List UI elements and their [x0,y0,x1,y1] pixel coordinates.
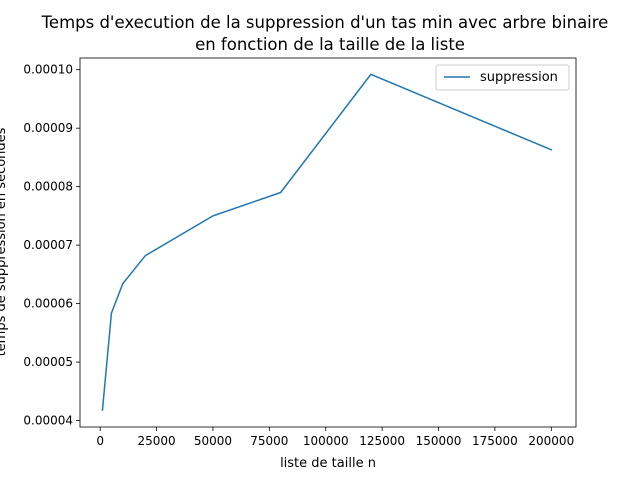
legend: suppression [435,64,570,91]
legend-entry-label: suppression [480,70,558,85]
y-tick-label: 0.00007 [23,238,73,252]
x-tick-label: 50000 [194,434,232,448]
x-tick-label: 150000 [416,434,462,448]
legend-box [435,64,570,91]
x-tick-label: 125000 [359,434,405,448]
x-tick-label: 75000 [250,434,288,448]
y-tick-label: 0.00009 [23,121,73,135]
x-tick-label: 100000 [303,434,349,448]
x-tick-label: 175000 [472,434,518,448]
y-tick-label: 0.00004 [23,414,73,428]
y-tick-label: 0.00010 [23,63,73,77]
y-tick-label: 0.00008 [23,180,73,194]
chart-title: Temps d'execution de la suppression d'un… [41,13,609,32]
y-axis-label: temps de suppression en secondes [0,127,9,356]
y-tick-label: 0.00005 [23,355,73,369]
series-line-suppression [101,73,553,411]
x-tick-label: 0 [96,434,104,448]
plot-area: 0 25000 50000 75000 100000 125000 150000 175000… [23,57,577,448]
x-tick-label: 25000 [137,434,175,448]
y-tick-label: 0.00006 [23,297,73,311]
x-tick-label: 200000 [528,434,574,448]
chart-subtitle: en fonction de la taille de la liste [195,35,465,54]
x-axis-label: liste de taille n [280,456,376,471]
axes-frame [79,57,577,428]
